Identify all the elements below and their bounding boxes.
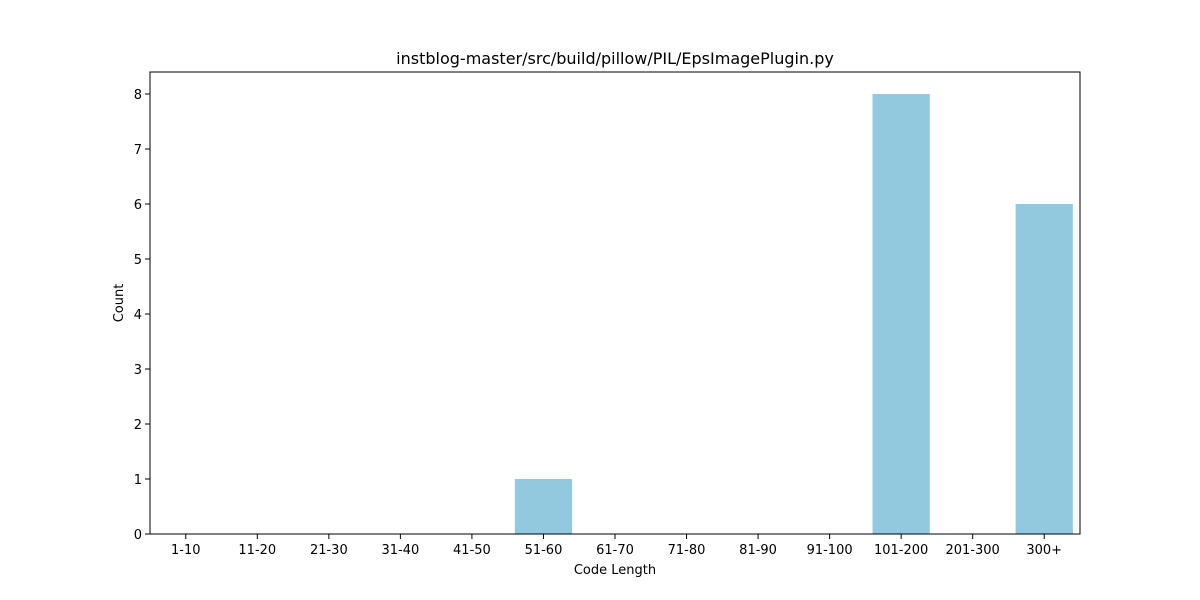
x-tick-label: 21-30 [310,543,348,558]
bars-group [514,94,1073,534]
x-tick-label: 101-200 [874,543,928,558]
x-tick-label: 300+ [1026,543,1062,558]
chart-title: instblog-master/src/build/pillow/PIL/Eps… [396,49,834,68]
x-tick-label: 31-40 [381,543,419,558]
x-tick-label: 1-10 [171,543,201,558]
x-tick-label: 71-80 [668,543,706,558]
x-axis-label: Code Length [574,563,656,578]
x-tick-label: 91-100 [807,543,853,558]
y-tick-label: 4 [134,308,142,323]
bar-101-200 [872,94,930,534]
y-tick-label: 3 [134,363,142,378]
x-axis: 1-10 11-20 21-30 31-40 41-50 51-60 61-70 71-80 8… [171,534,1062,558]
bar-300+ [1015,204,1073,534]
bar-51-60 [514,479,573,534]
x-tick-label: 11-20 [238,543,276,558]
y-axis: 0 1 2 3 4 5 6 7 8 [134,88,150,543]
x-tick-label: 61-70 [596,543,634,558]
x-tick-label: 41-50 [453,543,491,558]
x-tick-label: 51-60 [525,543,563,558]
y-tick-label: 8 [134,88,142,103]
plot-frame [149,71,1081,535]
y-tick-label: 2 [134,418,142,433]
x-tick-label: 201-300 [946,543,1000,558]
y-tick-label: 0 [134,528,142,543]
x-tick-label: 81-90 [739,543,777,558]
y-tick-label: 7 [134,143,142,158]
y-tick-label: 6 [134,198,142,213]
y-tick-label: 5 [134,253,142,268]
y-tick-label: 1 [134,473,142,488]
y-axis-label: Count [112,284,127,323]
